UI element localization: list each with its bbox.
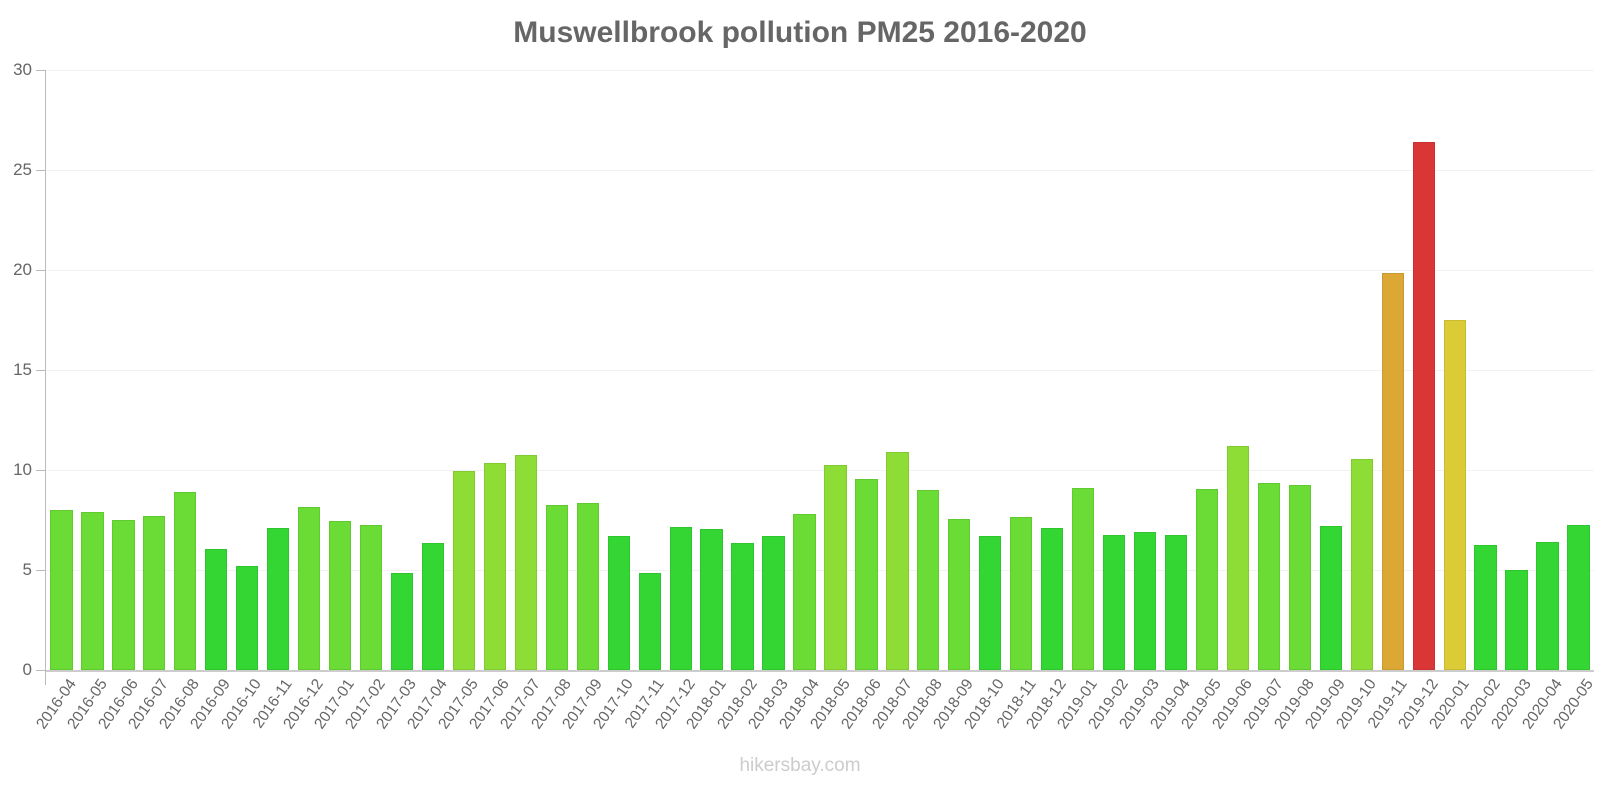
y-tick-mark [36, 70, 45, 71]
bar-2018-10[interactable] [979, 536, 1002, 670]
bar-2016-12[interactable] [298, 507, 321, 670]
bar-2017-06[interactable] [483, 463, 507, 670]
bar-2017-04[interactable] [421, 543, 445, 670]
bar-2019-02[interactable] [1102, 535, 1126, 670]
bar-2018-03[interactable] [762, 536, 785, 670]
bar-2016-07[interactable] [143, 516, 166, 670]
bar-2019-11[interactable] [1381, 273, 1404, 670]
bar-2019-08[interactable] [1288, 485, 1312, 670]
bar-2017-12[interactable] [669, 527, 692, 670]
bar-2020-02[interactable] [1474, 545, 1497, 670]
bar-2020-04[interactable] [1536, 542, 1559, 670]
y-tick-label: 20 [13, 260, 32, 279]
bar-2018-11[interactable] [1010, 517, 1033, 670]
bar-2018-08[interactable] [917, 490, 940, 670]
y-tick-label: 5 [22, 560, 32, 579]
y-tick-mark [36, 370, 45, 371]
y-tick-label: 10 [13, 460, 32, 479]
bar-2018-02[interactable] [731, 543, 754, 670]
gridline [46, 70, 1594, 71]
bar-2018-05[interactable] [824, 465, 847, 670]
bar-2019-09[interactable] [1319, 526, 1342, 670]
bar-2019-10[interactable] [1350, 459, 1373, 670]
bar-2016-09[interactable] [205, 549, 228, 670]
bar-2017-11[interactable] [638, 573, 661, 670]
y-tick-mark [36, 470, 45, 471]
bar-2016-04[interactable] [50, 510, 73, 670]
gridline [46, 170, 1594, 171]
bar-2017-01[interactable] [328, 521, 352, 670]
gridline [46, 570, 1594, 571]
bar-2017-10[interactable] [607, 536, 630, 670]
bar-2017-09[interactable] [576, 503, 599, 670]
bar-2019-03[interactable] [1133, 532, 1157, 670]
gridline [46, 270, 1594, 271]
bar-2020-03[interactable] [1505, 570, 1528, 670]
bar-2018-12[interactable] [1041, 528, 1064, 670]
bar-2020-05[interactable] [1567, 525, 1590, 670]
bar-2019-12[interactable] [1412, 142, 1435, 670]
bar-2016-06[interactable] [112, 520, 135, 670]
y-tick-mark [36, 570, 45, 571]
bar-2017-02[interactable] [359, 525, 383, 670]
y-axis-line [45, 70, 46, 685]
bar-2019-01[interactable] [1072, 488, 1095, 670]
bar-2019-04[interactable] [1164, 535, 1188, 670]
bar-2019-06[interactable] [1226, 446, 1250, 670]
bar-2016-05[interactable] [81, 512, 104, 670]
y-tick-mark [36, 170, 45, 171]
bar-2016-08[interactable] [174, 492, 197, 670]
bar-2017-08[interactable] [545, 505, 568, 670]
x-axis-line [46, 670, 1594, 672]
bar-2017-05[interactable] [452, 471, 476, 670]
chart-title: Muswellbrook pollution PM25 2016-2020 [513, 16, 1087, 49]
bar-2017-03[interactable] [390, 573, 414, 670]
y-tick-mark [36, 270, 45, 271]
bar-2016-11[interactable] [267, 528, 290, 670]
bar-2018-01[interactable] [700, 529, 723, 670]
bar-2017-07[interactable] [514, 455, 538, 670]
y-tick-label: 25 [13, 160, 32, 179]
bar-2020-01[interactable] [1443, 320, 1466, 670]
y-tick-mark [36, 670, 45, 671]
watermark: hikersbay.com [739, 755, 861, 776]
bar-2018-09[interactable] [948, 519, 971, 670]
y-tick-label: 15 [13, 360, 32, 379]
gridline [46, 470, 1594, 471]
bar-2018-06[interactable] [855, 479, 878, 670]
bar-2016-10[interactable] [236, 566, 259, 670]
y-tick-label: 30 [13, 60, 32, 79]
plot-area [46, 70, 1594, 670]
bar-2018-07[interactable] [886, 452, 909, 670]
gridline [46, 370, 1594, 371]
bar-2019-05[interactable] [1195, 489, 1219, 670]
y-tick-label: 0 [22, 660, 32, 679]
bar-2019-07[interactable] [1257, 483, 1281, 670]
bar-2018-04[interactable] [793, 514, 816, 670]
